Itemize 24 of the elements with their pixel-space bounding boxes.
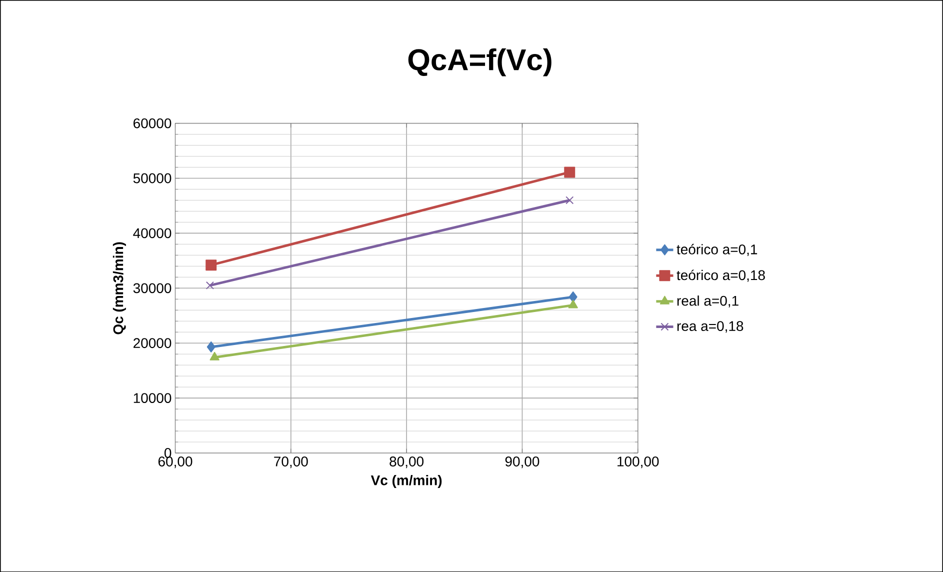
x-tick-label: 70,00 xyxy=(274,456,308,468)
point xyxy=(566,196,574,204)
legend-label: rea a=0,18 xyxy=(677,320,744,333)
chart-title: QcA=f(Vc) xyxy=(408,48,552,76)
y-tick-label: 50000 xyxy=(133,173,172,184)
x-tick-label: 90,00 xyxy=(505,456,540,468)
x-tick-label: 100,00 xyxy=(618,456,659,468)
point xyxy=(206,259,217,270)
legend-label: teórico a=0,18 xyxy=(676,270,765,282)
x-axis-title: Vc (m/min) xyxy=(370,474,442,488)
x-tick-label: 60,00 xyxy=(158,456,192,468)
point xyxy=(206,341,216,352)
y-tick-label: 10000 xyxy=(134,392,172,403)
y-tick-label: 40000 xyxy=(133,228,172,238)
x-tick-label: 80,00 xyxy=(390,456,424,468)
y-tick-label: 30000 xyxy=(133,283,172,293)
point xyxy=(206,281,214,290)
point xyxy=(568,291,578,302)
legend-label: real a=0,1 xyxy=(677,295,738,308)
point xyxy=(564,166,576,178)
y-axis-title: Qc (mm3/min) xyxy=(112,242,126,334)
y-tick-label: 20000 xyxy=(134,338,172,348)
y-tick-label: 60000 xyxy=(134,118,172,128)
legend-label: teórico a=0,1 xyxy=(676,244,758,256)
